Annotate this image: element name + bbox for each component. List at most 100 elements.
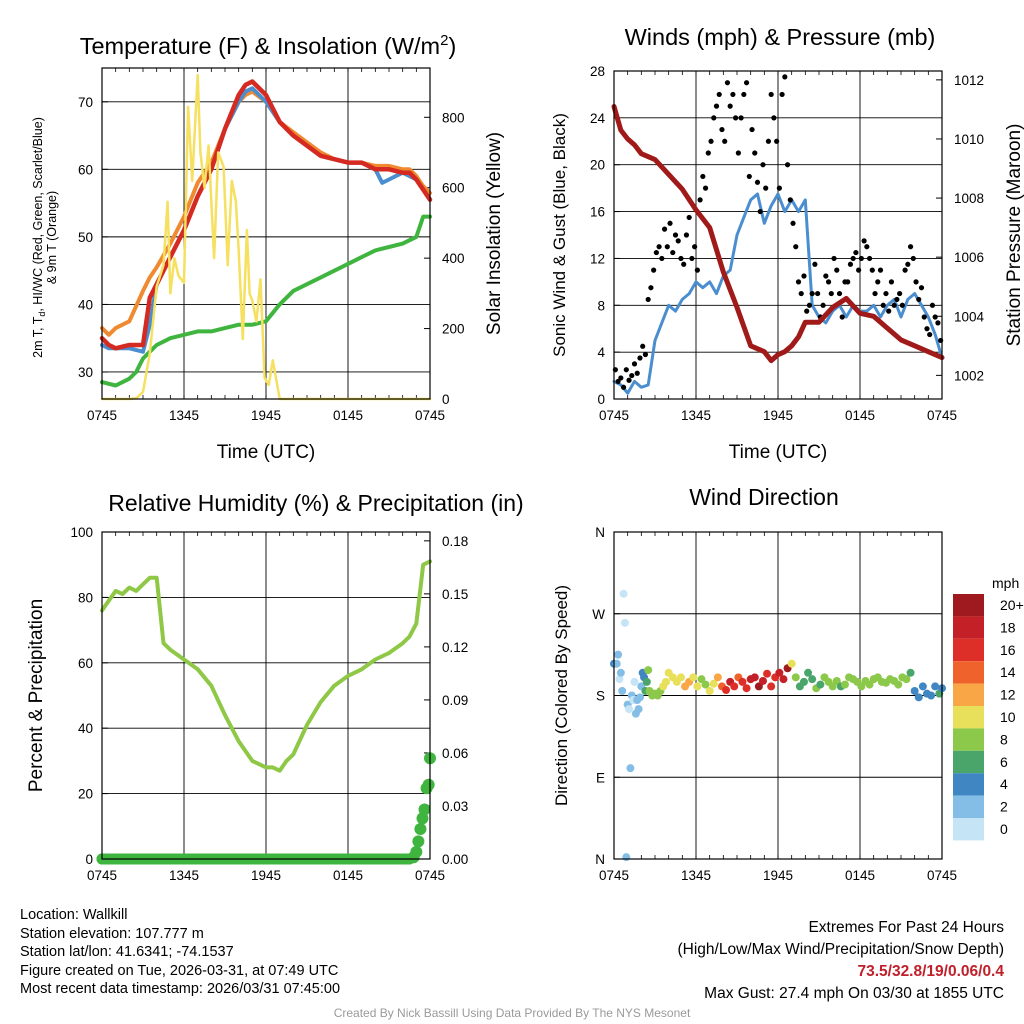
heat-index-wind-chill-line: [100, 86, 432, 354]
gust-point: [847, 261, 854, 267]
gust-point: [683, 232, 690, 238]
gust-point: [798, 290, 804, 297]
2m-t-line: [99, 79, 433, 351]
gust-point: [850, 255, 856, 262]
gust-point: [866, 255, 873, 262]
direction-point: [701, 680, 710, 689]
gust-point: [733, 115, 739, 121]
title-close: ): [448, 33, 456, 59]
gust-point: [897, 290, 903, 297]
gust-point: [782, 74, 788, 80]
direction-point: [618, 686, 627, 695]
gust-point: [653, 249, 659, 256]
gust-point: [774, 138, 780, 144]
gust-point: [836, 290, 843, 297]
y-right-axis-label-1: Solar Insolation (Yellow): [484, 132, 505, 335]
gust-point: [768, 91, 774, 98]
legend-swatch: [953, 616, 984, 639]
gust-point: [856, 267, 862, 273]
direction-point: [644, 666, 653, 675]
y-right-tick-label: 1012: [954, 73, 984, 88]
y-right-tick-label: 1008: [954, 191, 984, 206]
gust-point: [875, 279, 881, 285]
gust-point: [910, 255, 916, 262]
gust-point: [623, 367, 629, 373]
gust-point: [886, 308, 892, 314]
y-right-tick-label: 0.00: [442, 852, 468, 867]
gust-point: [845, 279, 851, 285]
y-tick-label: W: [592, 607, 605, 622]
x-tick-label: 1345: [169, 868, 199, 883]
gust-point: [640, 343, 646, 349]
y-label-part: , HI/WC (Red, Green, Scarlet/Blue): [31, 117, 45, 312]
legend-label: 12: [1000, 687, 1016, 703]
gust-point: [678, 255, 684, 262]
elevation-text: Station elevation: 107.777 m: [20, 925, 204, 942]
y-tick-label: 4: [597, 345, 605, 360]
gust-point: [795, 279, 802, 285]
direction-point: [804, 668, 813, 677]
direction-point: [750, 673, 759, 682]
y-label-line1: 2m T, Td, HI/WC (Red, Green, Scarlet/Blu…: [31, 117, 47, 358]
gust-point: [869, 267, 875, 273]
legend-label: 4: [1000, 776, 1008, 792]
legend-swatch: [953, 818, 984, 841]
gust-point: [790, 220, 796, 226]
direction-point: [927, 691, 936, 700]
precip-point: [422, 778, 435, 791]
station-info: Location: Wallkill Station elevation: 10…: [20, 906, 340, 999]
gust-point: [743, 80, 750, 86]
gust-point: [809, 290, 815, 297]
x-tick-label: 0745: [87, 408, 117, 423]
sonic-wind-line: [612, 192, 944, 395]
direction-point: [742, 684, 751, 693]
gust-point: [672, 232, 679, 238]
gust-point: [689, 255, 695, 262]
gust-point: [839, 314, 845, 320]
gust-point: [823, 273, 829, 279]
direction-point: [910, 686, 919, 695]
precip-point: [414, 822, 427, 835]
extremes-fields: (High/Low/Max Wind/Precipitation/Snow De…: [677, 941, 1005, 958]
direction-point: [758, 676, 767, 685]
y-right-tick-label: 0.09: [442, 693, 468, 708]
gust-point: [615, 378, 621, 385]
gust-point: [708, 138, 714, 144]
gust-point: [675, 238, 681, 244]
legend-swatch: [953, 706, 984, 729]
gust-point: [864, 244, 870, 250]
gust-point: [651, 267, 657, 273]
gust-point: [815, 290, 821, 297]
direction-point: [619, 589, 628, 598]
gust-point: [853, 249, 859, 256]
title-superscript: 2: [440, 32, 448, 49]
chart-title-1: Temperature (F) & Insolation (W/m2): [80, 32, 457, 59]
direction-point: [622, 853, 631, 862]
gust-point: [905, 261, 911, 267]
legend-swatch: [953, 683, 984, 706]
9m-t-line: [100, 89, 432, 337]
solar-insolation-line: [100, 73, 432, 401]
x-tick-label: 0745: [927, 408, 957, 423]
gust-point: [888, 279, 895, 285]
legend-label: 8: [1000, 731, 1008, 747]
panel-1: 0745 1345 1945 0145 0745 30 40 50 60 70 0 200 400 600…: [78, 68, 465, 423]
gust-point: [902, 267, 908, 273]
x-tick-label: 0745: [415, 408, 445, 423]
direction-point: [865, 680, 874, 689]
direction-point: [767, 682, 776, 691]
gust-point: [806, 302, 813, 308]
created-text: Figure created on Tue, 2026-03-31, at 07…: [20, 962, 339, 979]
y-tick-label: 12: [590, 251, 605, 266]
legend-swatch: [953, 795, 984, 818]
gust-point: [716, 91, 722, 98]
y-tick-label: 20: [78, 787, 93, 802]
direction-point: [754, 682, 763, 691]
gust-point: [645, 296, 651, 303]
gust-point: [921, 314, 927, 320]
direction-point: [689, 673, 698, 682]
chart-title-3: Relative Humidity (%) & Precipitation (i…: [108, 490, 523, 516]
legend-label: 6: [1000, 754, 1008, 770]
gust-point: [757, 208, 763, 215]
x-tick-label: 0145: [845, 868, 875, 883]
